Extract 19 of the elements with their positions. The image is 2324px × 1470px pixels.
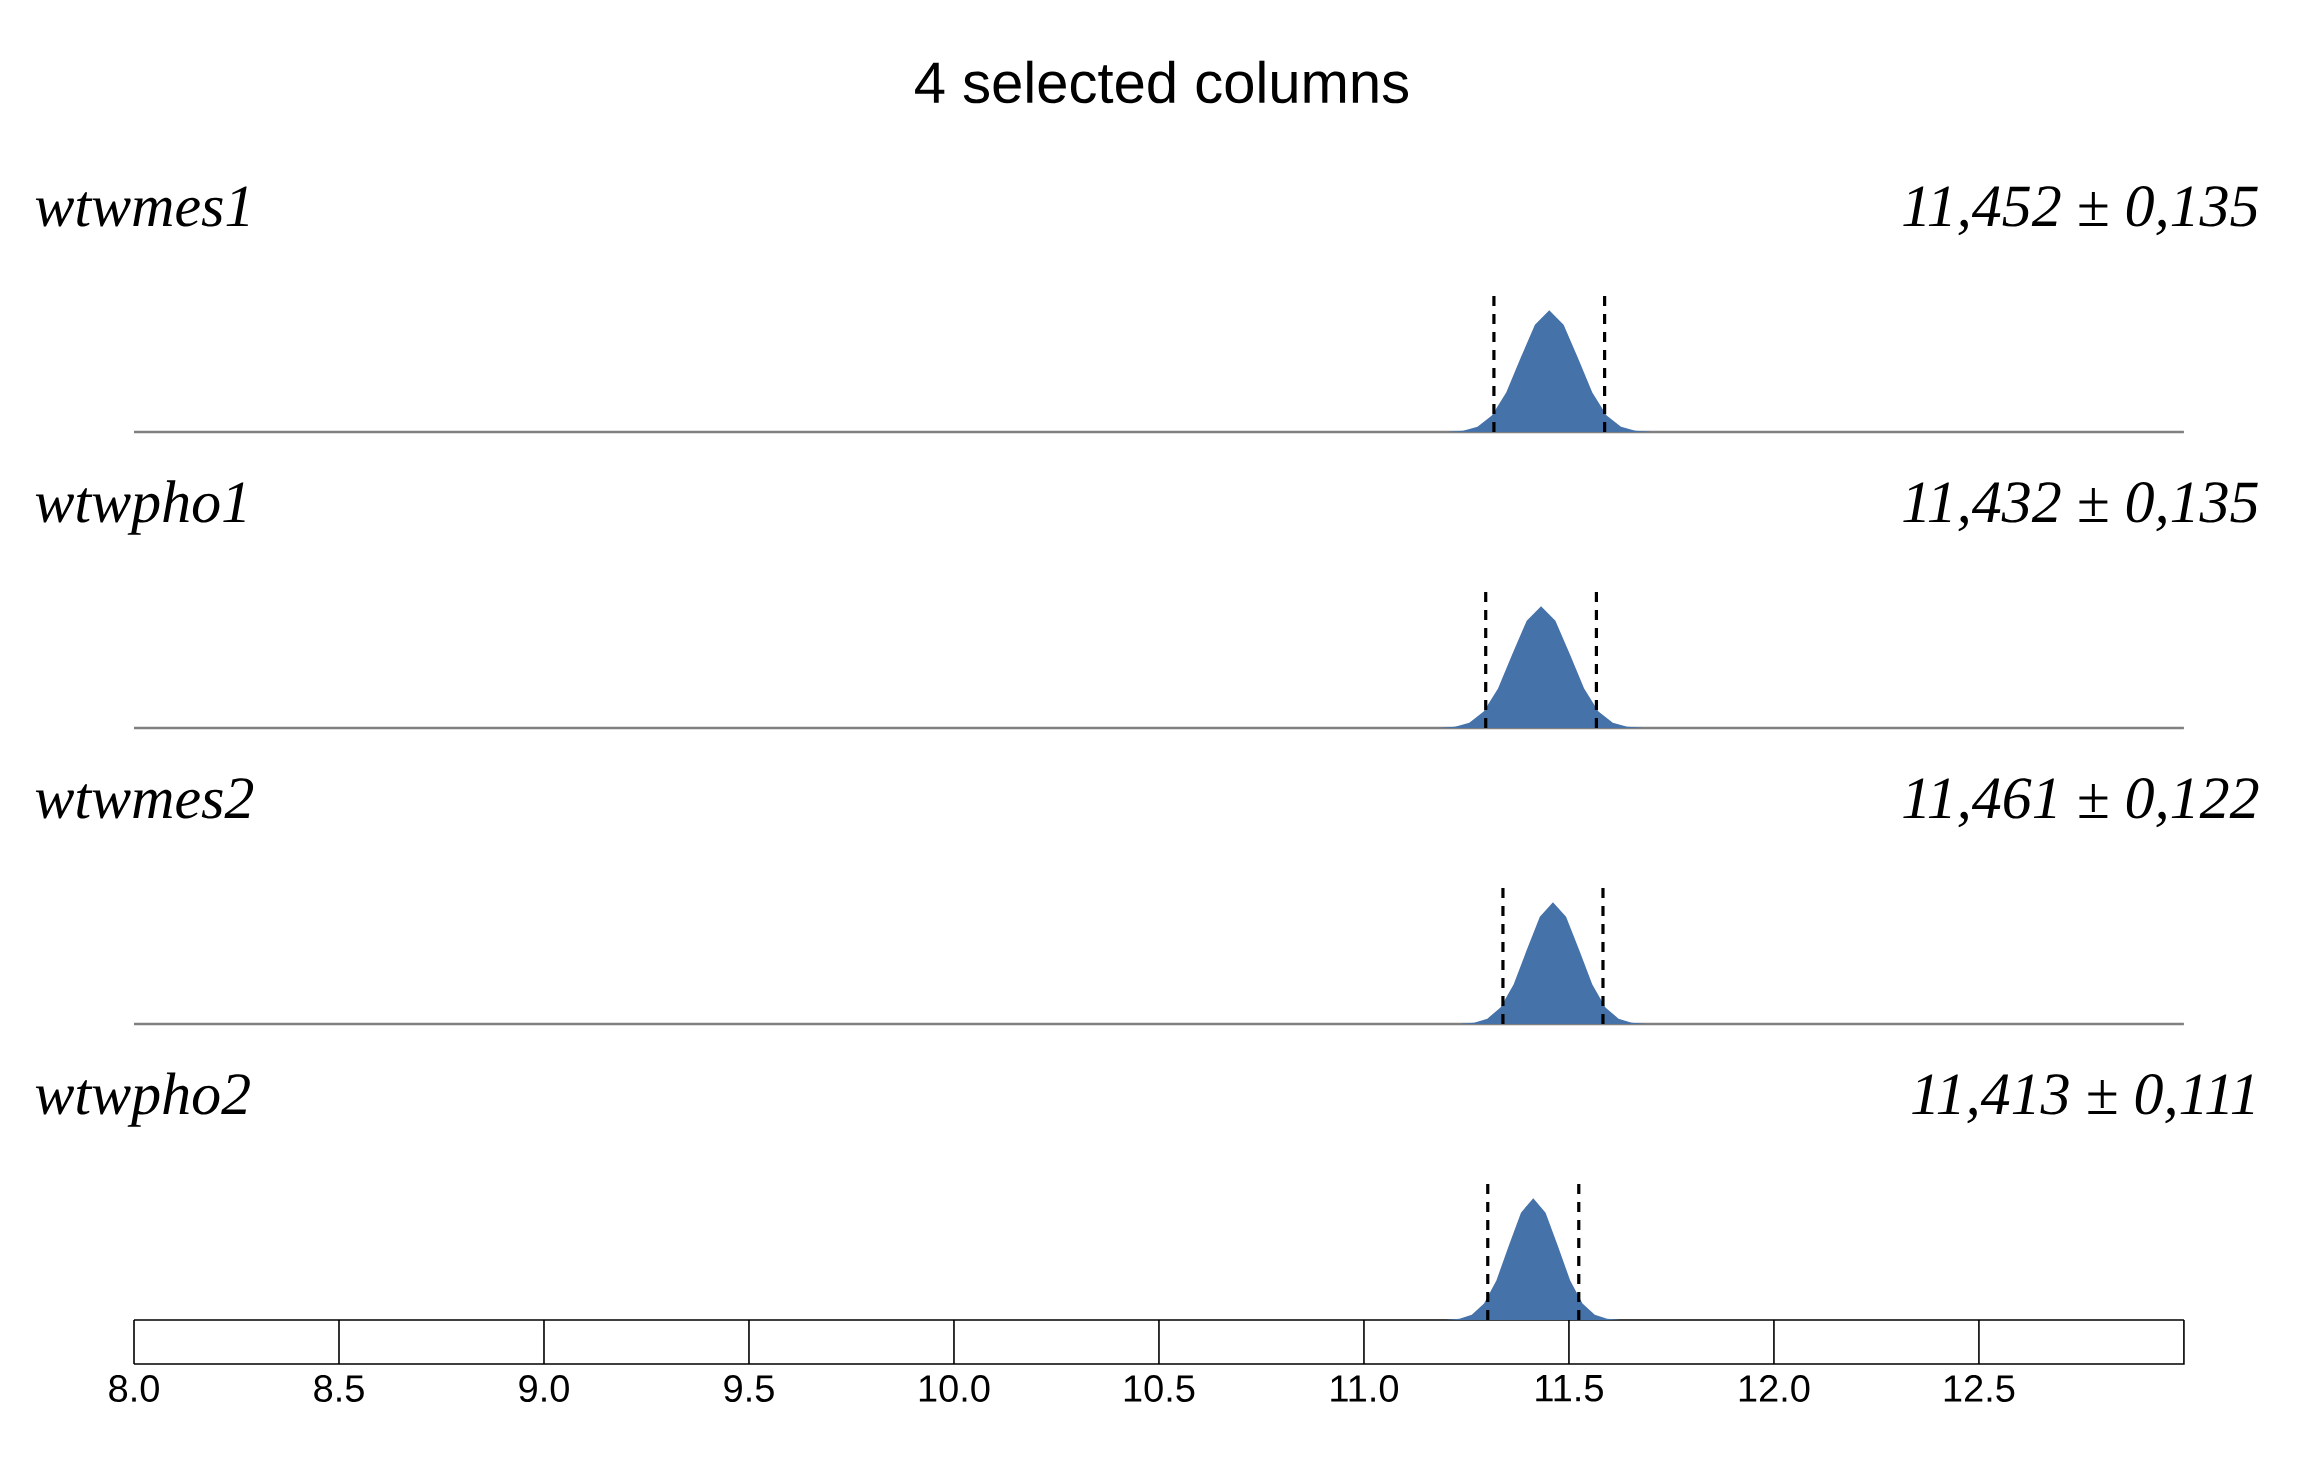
chart-subtitle: wtwpho2 — [35, 1072, 250, 1127]
x-tick-label: 12.0 — [1739, 1375, 1810, 1402]
chart-subtitle: wtwmes1 — [35, 186, 248, 227]
x-tick-label: 11.5 — [1536, 1375, 1603, 1402]
x-tick-label: 9.5 — [724, 1375, 774, 1402]
text: 11,432 ± 0,135 — [1903, 482, 2258, 532]
chart-subtitle: wtwpho1 — [35, 480, 245, 535]
chart-subtitle: wtwmes2 — [35, 778, 254, 819]
x-tick-label: 10.0 — [919, 1375, 990, 1402]
x-tick-label: 9.0 — [519, 1375, 569, 1402]
x-tick-label: 11.0 — [1331, 1375, 1399, 1402]
text: 11,413 ± 0,111 — [1912, 1074, 2254, 1124]
x-tick-label: 10.5 — [1124, 1375, 1195, 1402]
x-tick-label: 12.5 — [1944, 1375, 2015, 1402]
chart-title: 4 selected columns — [915, 60, 1409, 104]
text: 11,461 ± 0,122 — [1903, 778, 2259, 828]
x-tick-label: 8.5 — [314, 1375, 364, 1402]
text: 11,452 ± 0,135 — [1903, 186, 2258, 236]
x-tick-label: 8.0 — [109, 1375, 159, 1402]
